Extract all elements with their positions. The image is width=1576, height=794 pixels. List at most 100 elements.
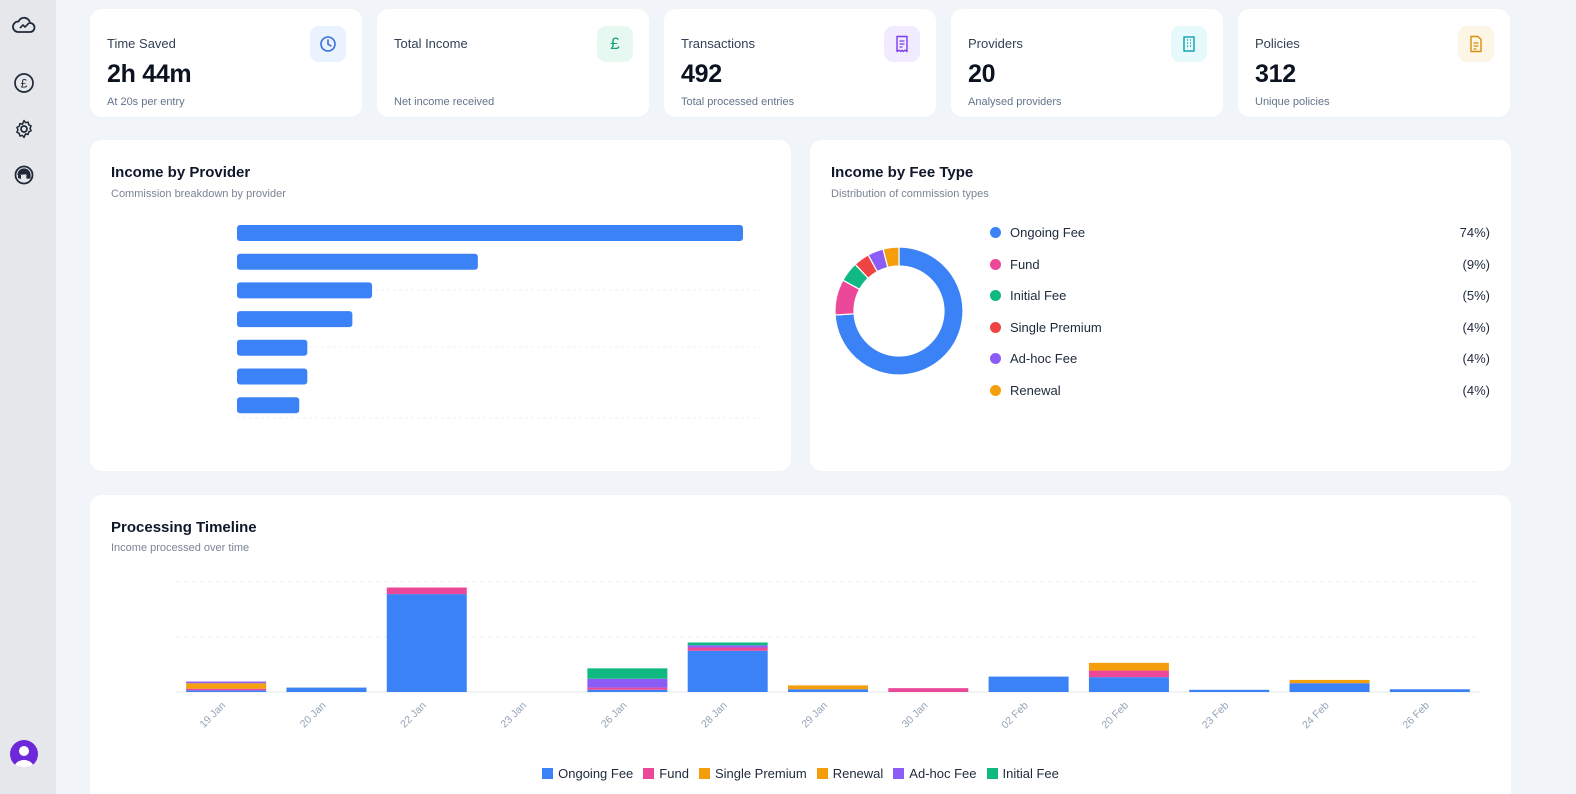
stat-title: Policies	[1255, 36, 1300, 51]
timeline-bar-segment[interactable]	[186, 683, 267, 686]
timeline-bar-segment[interactable]	[386, 594, 467, 692]
x-tick-label: 29 Jan	[799, 700, 830, 731]
timeline-bar-segment[interactable]	[788, 685, 868, 690]
donut-slice[interactable]	[834, 246, 964, 376]
legend-item: Initial Fee (5%)	[990, 285, 1490, 305]
x-tick-label: 20 Feb	[1099, 700, 1131, 732]
timeline-bar-segment[interactable]	[186, 685, 267, 689]
timeline-bar-segment[interactable]	[988, 676, 1069, 692]
timeline-bar-segment[interactable]	[286, 687, 367, 692]
timeline-bar-segment[interactable]	[687, 647, 768, 651]
timeline-bar-segment[interactable]	[788, 689, 868, 692]
legend-item-ad-hoc-fee[interactable]: Ad-hoc Fee	[893, 766, 977, 781]
timeline-bar-segment[interactable]	[888, 688, 969, 692]
legend-item-initial-fee[interactable]: Initial Fee	[986, 766, 1059, 781]
support-icon[interactable]	[12, 163, 36, 187]
legend-item: Ongoing Fee 74%)	[990, 222, 1490, 242]
legend-item-ongoing-fee[interactable]: Ongoing Fee	[542, 766, 633, 781]
timeline-bar-segment[interactable]	[587, 687, 668, 690]
stat-card-providers: Providers 20 Analysed providers	[951, 9, 1223, 117]
timeline-bar-segment[interactable]	[587, 689, 668, 692]
timeline-bar-segment[interactable]	[1088, 677, 1169, 692]
legend-label: Renewal	[1010, 382, 1061, 398]
legend-dot	[990, 289, 1001, 301]
pound-nav-icon[interactable]: £	[12, 71, 36, 95]
receipt-icon	[884, 26, 920, 62]
timeline-stacked-bar-chart: 19 Jan 20 Jan 22 Jan 23 Jan 26 Jan 28 Jan 29 J…	[176, 581, 1480, 732]
timeline-bar-segment[interactable]	[1189, 689, 1270, 692]
donut-slice[interactable]	[882, 246, 900, 269]
legend-swatch	[893, 768, 905, 779]
stat-subtitle: Analysed providers	[968, 96, 1062, 108]
income-by-provider-panel: Income by Provider Commission breakdown …	[90, 140, 791, 471]
legend-percent: (5%)	[1462, 287, 1490, 303]
stat-card-policies: Policies 312 Unique policies	[1238, 9, 1510, 117]
svg-text:£: £	[21, 77, 28, 91]
legend-item-single-premium[interactable]: Single Premium	[698, 766, 807, 781]
stat-title: Total Income	[394, 36, 468, 51]
legend-label: Ongoing Fee	[1010, 224, 1086, 240]
timeline-bar-segment[interactable]	[687, 645, 768, 648]
gear-icon[interactable]	[12, 117, 36, 141]
stat-subtitle: At 20s per entry	[107, 96, 185, 108]
legend-label: Initial Fee	[1002, 766, 1059, 781]
provider-bar[interactable]	[237, 397, 300, 414]
panel-subtitle: Income processed over time	[111, 542, 250, 554]
legend-percent: (9%)	[1462, 256, 1490, 272]
x-tick-label: 30 Jan	[900, 700, 931, 731]
timeline-bar-segment[interactable]	[687, 650, 768, 692]
stat-subtitle: Unique policies	[1255, 96, 1330, 108]
stat-value: 2h 44m	[107, 60, 192, 88]
legend-label: Initial Fee	[1010, 287, 1067, 303]
x-tick-label: 22 Jan	[398, 700, 429, 731]
legend-label: Ongoing Fee	[558, 766, 634, 781]
stat-value: 312	[1255, 60, 1296, 88]
legend-label: Renewal	[832, 766, 884, 781]
legend-dot	[990, 352, 1001, 364]
timeline-bar-segment[interactable]	[186, 690, 267, 692]
provider-bar[interactable]	[237, 311, 353, 328]
stat-subtitle: Net income received	[394, 96, 495, 108]
cloud-icon[interactable]	[12, 14, 36, 38]
provider-bar[interactable]	[237, 282, 373, 299]
provider-bar[interactable]	[237, 339, 308, 356]
legend-item: Fund (9%)	[990, 254, 1490, 274]
legend-label: Ad-hoc Fee	[1010, 350, 1078, 366]
timeline-bar-segment[interactable]	[1289, 683, 1370, 692]
provider-bar[interactable]	[237, 368, 308, 385]
timeline-bar-segment[interactable]	[186, 681, 267, 684]
legend-item-renewal[interactable]: Renewal	[816, 766, 884, 781]
provider-bar-chart	[237, 225, 760, 419]
provider-bar[interactable]	[237, 225, 743, 241]
legend-label: Single Premium	[1010, 319, 1102, 335]
x-tick-label: 19 Jan	[197, 700, 228, 731]
timeline-bar-segment[interactable]	[1289, 679, 1370, 684]
legend-percent: (4%)	[1462, 319, 1490, 335]
timeline-bar-segment[interactable]	[1389, 689, 1470, 692]
stat-subtitle: Total processed entries	[681, 96, 795, 108]
provider-bar[interactable]	[237, 253, 478, 270]
legend-swatch	[986, 768, 998, 779]
legend-swatch	[816, 768, 828, 779]
timeline-bar-segment[interactable]	[186, 688, 267, 691]
timeline-bar-segment[interactable]	[1088, 670, 1169, 678]
x-tick-label: 02 Feb	[999, 700, 1031, 732]
sidebar: £	[0, 0, 56, 794]
processing-timeline-panel: Processing Timeline Income processed ove…	[90, 495, 1511, 794]
fee-type-donut-chart	[834, 246, 964, 376]
legend-swatch	[643, 768, 655, 779]
legend-percent: 74%)	[1459, 224, 1490, 240]
timeline-bar-segment[interactable]	[587, 668, 668, 679]
stat-card-transactions: Transactions 492 Total processed entries	[664, 9, 936, 117]
timeline-legend: Ongoing Fee Fund Single Premium Renewal …	[90, 766, 1511, 781]
timeline-bar-segment[interactable]	[587, 678, 668, 688]
user-avatar[interactable]	[10, 740, 38, 768]
legend-percent: (4%)	[1462, 350, 1490, 366]
legend-item-fund[interactable]: Fund	[643, 766, 689, 781]
timeline-bar-segment[interactable]	[687, 642, 768, 646]
timeline-bar-segment[interactable]	[386, 587, 467, 595]
clock-icon	[310, 26, 346, 62]
legend-dot	[990, 384, 1001, 396]
legend-dot	[990, 321, 1001, 333]
timeline-bar-segment[interactable]	[1088, 662, 1169, 671]
